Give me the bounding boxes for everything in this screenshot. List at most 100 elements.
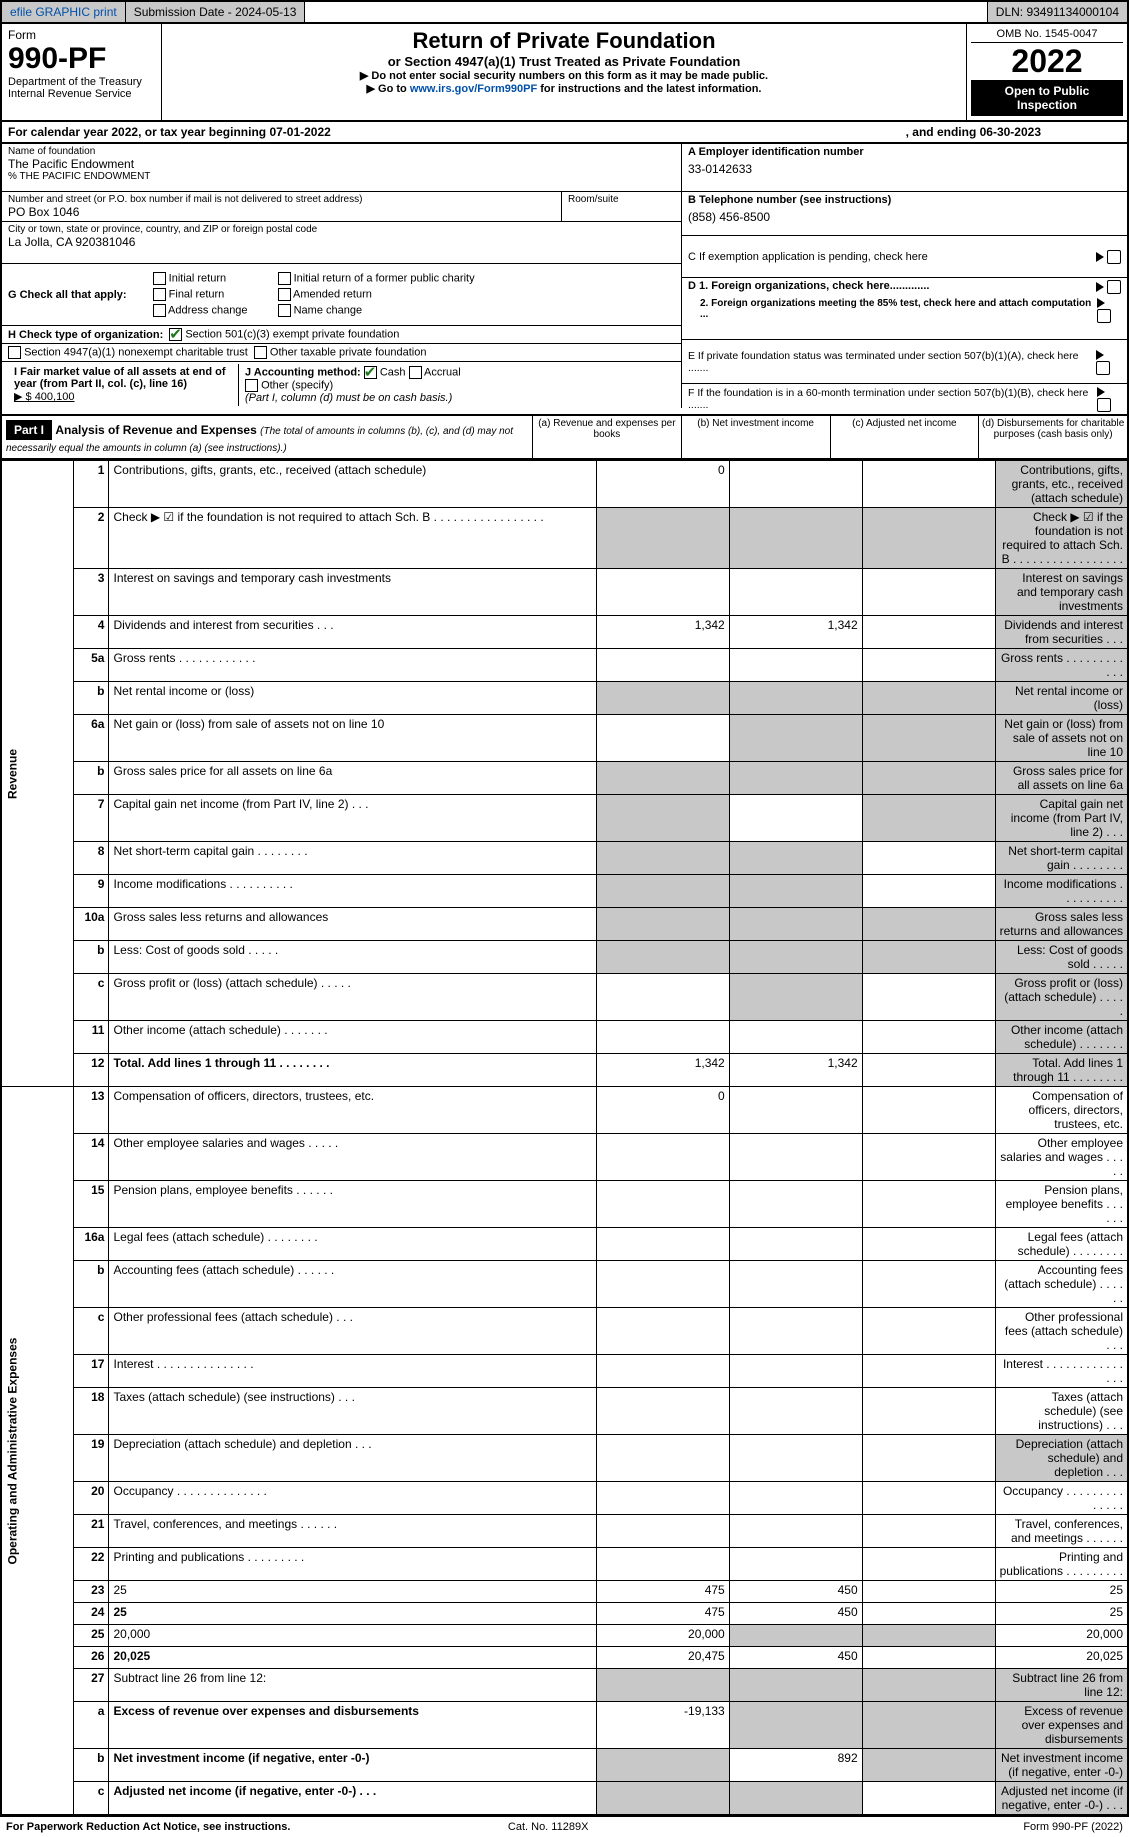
amount-cell [729, 1261, 862, 1308]
amount-cell [862, 1054, 995, 1087]
foundation-name: The Pacific Endowment [8, 157, 675, 171]
amount-cell [596, 1435, 729, 1482]
amount-cell [862, 508, 995, 569]
table-row: 11Other income (attach schedule) . . . .… [1, 1021, 1128, 1054]
amount-cell [729, 1515, 862, 1548]
arrow-icon [1096, 252, 1104, 262]
line-number: 21 [74, 1515, 109, 1548]
amended-return-checkbox[interactable] [278, 288, 291, 301]
amount-cell: Travel, conferences, and meetings . . . … [995, 1515, 1128, 1548]
initial-return-checkbox[interactable] [153, 272, 166, 285]
accrual-checkbox[interactable] [409, 366, 422, 379]
amount-cell [862, 1228, 995, 1261]
line-desc: Subtract line 26 from line 12: [109, 1669, 596, 1702]
amount-cell [862, 974, 995, 1021]
line-desc: Contributions, gifts, grants, etc., rece… [109, 461, 596, 508]
f-checkbox[interactable] [1097, 398, 1111, 412]
c-checkbox[interactable] [1107, 250, 1121, 264]
amount-cell: Other professional fees (attach schedule… [995, 1308, 1128, 1355]
amount-cell [729, 1669, 862, 1702]
name-change-checkbox[interactable] [278, 304, 291, 317]
j-note: (Part I, column (d) must be on cash basi… [245, 392, 452, 404]
line-desc: Net short-term capital gain . . . . . . … [109, 842, 596, 875]
501c3-checkbox[interactable] [169, 328, 182, 341]
amount-cell [862, 1087, 995, 1134]
amount-cell [596, 1134, 729, 1181]
amount-cell [729, 762, 862, 795]
e-checkbox[interactable] [1096, 361, 1110, 375]
line-desc: Gross rents . . . . . . . . . . . . [109, 649, 596, 682]
instr1: ▶ Do not enter social security numbers o… [166, 69, 962, 82]
line-number: 13 [74, 1087, 109, 1134]
table-row: Revenue1Contributions, gifts, grants, et… [1, 461, 1128, 508]
amount-cell [862, 875, 995, 908]
d2-checkbox[interactable] [1097, 309, 1111, 323]
table-row: 22Printing and publications . . . . . . … [1, 1548, 1128, 1581]
other-method-checkbox[interactable] [245, 379, 258, 392]
amount-cell [729, 715, 862, 762]
form990pf-link[interactable]: www.irs.gov/Form990PF [410, 83, 537, 95]
g-row: G Check all that apply: Initial return I… [2, 264, 682, 326]
line-number: c [74, 1782, 109, 1816]
line-number: c [74, 1308, 109, 1355]
form-number: 990-PF [8, 42, 155, 76]
table-row: cAdjusted net income (if negative, enter… [1, 1782, 1128, 1816]
amount-cell: Pension plans, employee benefits . . . .… [995, 1181, 1128, 1228]
open-inspection: Open to Public Inspection [971, 80, 1123, 116]
amount-cell [729, 908, 862, 941]
amount-cell: Occupancy . . . . . . . . . . . . . . [995, 1482, 1128, 1515]
amount-cell [729, 875, 862, 908]
city-value: La Jolla, CA 920381046 [8, 235, 675, 249]
amount-cell [596, 908, 729, 941]
final-return-checkbox[interactable] [153, 288, 166, 301]
address-change-checkbox[interactable] [153, 304, 166, 317]
d1-checkbox[interactable] [1107, 280, 1121, 294]
address: PO Box 1046 [8, 205, 555, 219]
amount-cell [862, 616, 995, 649]
h-row2: Section 4947(a)(1) nonexempt charitable … [2, 344, 682, 362]
line-number: c [74, 974, 109, 1021]
amount-cell [596, 1021, 729, 1054]
line-number: 14 [74, 1134, 109, 1181]
table-row: bNet investment income (if negative, ent… [1, 1749, 1128, 1782]
f-label: F If the foundation is in a 60-month ter… [688, 387, 1097, 411]
c-label: C If exemption application is pending, c… [688, 251, 928, 263]
amount-cell: Other income (attach schedule) . . . . .… [995, 1021, 1128, 1054]
amount-cell: Capital gain net income (from Part IV, l… [995, 795, 1128, 842]
amount-cell [862, 1355, 995, 1388]
form-header: Form 990-PF Department of the Treasury I… [0, 24, 1129, 122]
line-desc: Adjusted net income (if negative, enter … [109, 1782, 596, 1816]
other-taxable-checkbox[interactable] [254, 346, 267, 359]
tax-year: 2022 [971, 43, 1123, 80]
identification-block: Name of foundation The Pacific Endowment… [0, 144, 1129, 416]
col-a: (a) Revenue and expenses per books [532, 416, 681, 458]
amount-cell [862, 941, 995, 974]
amount-cell [596, 1181, 729, 1228]
cash-checkbox[interactable] [364, 366, 377, 379]
form-subtitle: or Section 4947(a)(1) Trust Treated as P… [166, 54, 962, 69]
table-row: aExcess of revenue over expenses and dis… [1, 1702, 1128, 1749]
amount-cell [729, 1355, 862, 1388]
initial-former-checkbox[interactable] [278, 272, 291, 285]
table-row: 9Income modifications . . . . . . . . . … [1, 875, 1128, 908]
amount-cell [596, 1548, 729, 1581]
amount-cell [862, 1308, 995, 1355]
amount-cell: 20,475 [596, 1647, 729, 1669]
line-number: 5a [74, 649, 109, 682]
amount-cell: 1,342 [729, 1054, 862, 1087]
amount-cell: Gross profit or (loss) (attach schedule)… [995, 974, 1128, 1021]
4947-checkbox[interactable] [8, 346, 21, 359]
arrow-icon [1097, 298, 1105, 308]
amount-cell [862, 1021, 995, 1054]
amount-cell [862, 1388, 995, 1435]
name-label: Name of foundation [8, 146, 675, 157]
care-of: % THE PACIFIC ENDOWMENT [8, 171, 675, 182]
amount-cell: Net short-term capital gain . . . . . . … [995, 842, 1128, 875]
line-desc: Other professional fees (attach schedule… [109, 1308, 596, 1355]
line-number: 27 [74, 1669, 109, 1702]
line-desc: Less: Cost of goods sold . . . . . [109, 941, 596, 974]
footer: For Paperwork Reduction Act Notice, see … [0, 1816, 1129, 1837]
table-row: Operating and Administrative Expenses13C… [1, 1087, 1128, 1134]
amount-cell: 20,000 [995, 1625, 1128, 1647]
efile-link[interactable]: efile GRAPHIC print [2, 2, 126, 22]
